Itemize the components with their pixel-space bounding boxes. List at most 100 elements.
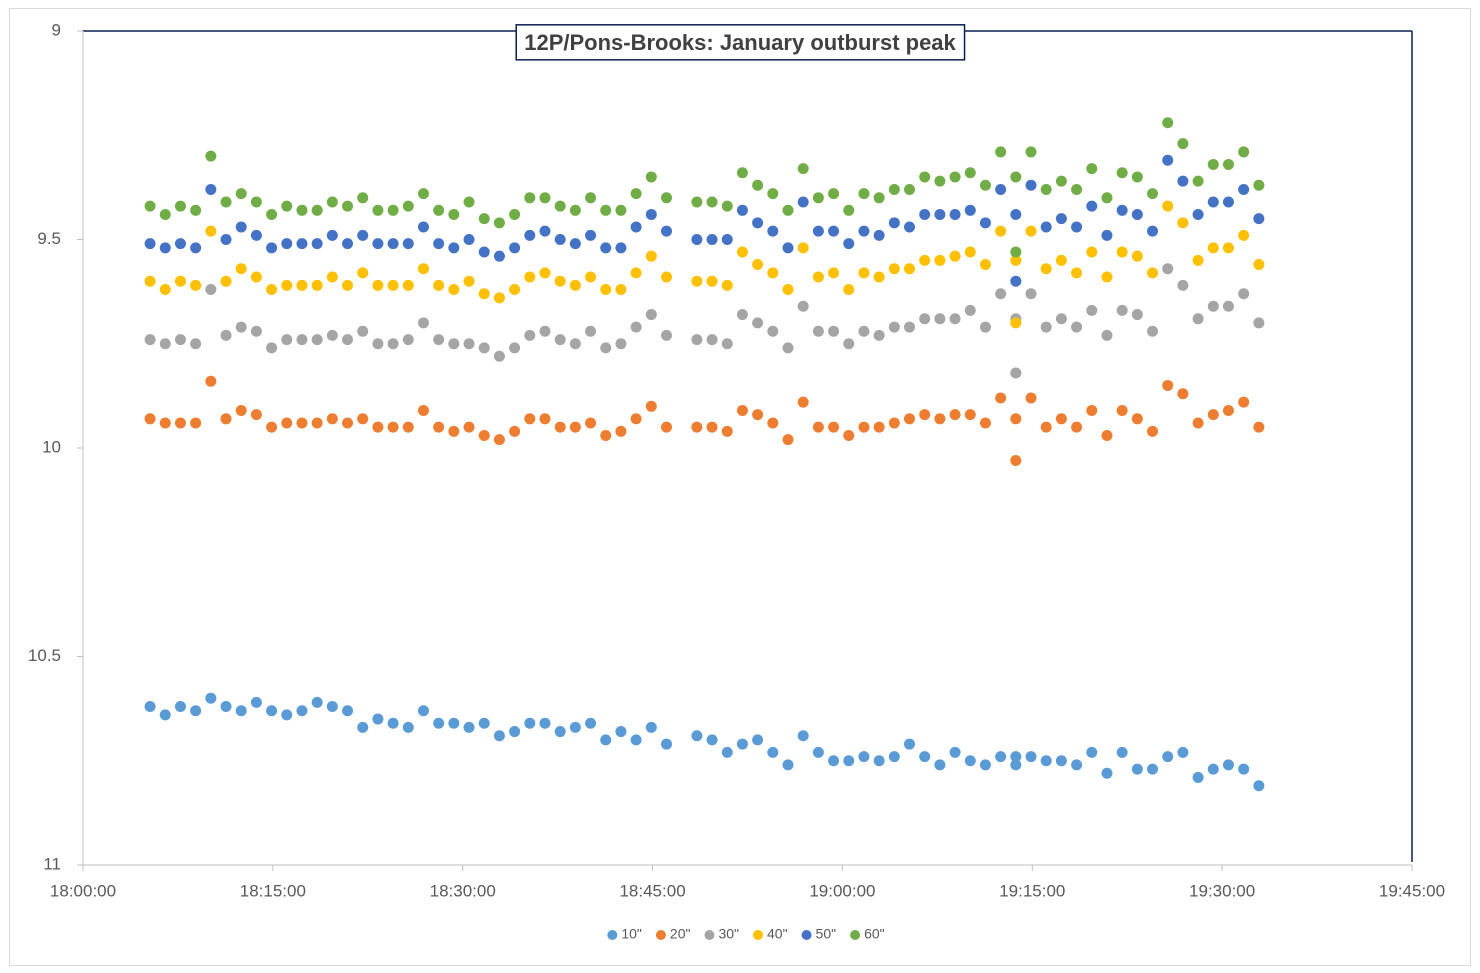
data-point	[828, 421, 840, 433]
data-point	[949, 250, 961, 262]
data-point	[1162, 200, 1174, 212]
data-point	[752, 734, 764, 746]
data-point	[1086, 746, 1098, 758]
data-point	[797, 396, 809, 408]
legend-label: 50"	[816, 926, 837, 942]
x-tick-label: 18:45:00	[619, 881, 685, 900]
data-point	[357, 192, 369, 204]
data-point	[858, 421, 870, 433]
data-point	[1192, 175, 1204, 187]
data-point	[828, 325, 840, 337]
data-point	[843, 238, 855, 250]
data-point	[1040, 263, 1052, 275]
data-point	[919, 171, 931, 183]
data-point	[281, 238, 293, 250]
data-point	[509, 284, 521, 296]
data-point	[600, 734, 612, 746]
data-point	[509, 726, 521, 738]
data-point	[1192, 771, 1204, 783]
data-point	[721, 746, 733, 758]
data-point	[736, 404, 748, 416]
data-point	[1040, 755, 1052, 767]
data-point	[706, 196, 718, 208]
data-point	[1192, 313, 1204, 325]
x-tick-label: 18:00:00	[50, 881, 116, 900]
x-tick-label: 19:15:00	[999, 881, 1065, 900]
data-point	[144, 334, 156, 346]
data-point	[995, 146, 1007, 158]
data-point	[873, 192, 885, 204]
data-point	[1253, 421, 1265, 433]
data-point	[1010, 254, 1022, 266]
data-point	[904, 221, 916, 233]
data-point	[904, 738, 916, 750]
data-point	[1177, 138, 1189, 150]
data-point	[311, 334, 323, 346]
data-point	[600, 284, 612, 296]
data-point	[235, 188, 247, 200]
legend-item: 30"	[704, 926, 739, 942]
data-point	[1207, 158, 1219, 170]
data-point	[372, 204, 384, 216]
data-point	[797, 163, 809, 175]
data-point	[1010, 246, 1022, 258]
data-point	[828, 755, 840, 767]
data-point	[1147, 188, 1159, 200]
data-point	[463, 196, 475, 208]
data-point	[524, 192, 536, 204]
data-point	[828, 188, 840, 200]
data-point	[964, 167, 976, 179]
data-point	[904, 183, 916, 195]
data-point	[1222, 158, 1234, 170]
data-point	[843, 204, 855, 216]
data-point	[873, 271, 885, 283]
legend-label: 10"	[621, 926, 642, 942]
data-point	[1207, 300, 1219, 312]
data-point	[995, 183, 1007, 195]
data-point	[387, 717, 399, 729]
data-point	[205, 225, 217, 237]
data-point	[1147, 425, 1159, 437]
data-point	[554, 200, 566, 212]
data-point	[630, 221, 642, 233]
data-point	[1116, 167, 1128, 179]
data-point	[250, 409, 262, 421]
data-point	[1010, 455, 1022, 467]
data-point	[691, 234, 703, 245]
legend-label: 20"	[670, 926, 691, 942]
data-point	[250, 229, 262, 241]
data-point	[235, 221, 247, 233]
data-point	[1238, 183, 1250, 195]
data-point	[1253, 780, 1265, 792]
data-point	[250, 271, 262, 283]
data-point	[205, 375, 217, 387]
x-tick-label: 19:45:00	[1379, 881, 1445, 900]
data-point	[585, 192, 597, 204]
data-point	[1192, 417, 1204, 429]
data-point	[1222, 242, 1234, 254]
data-point	[539, 325, 551, 337]
data-point	[190, 242, 202, 254]
data-point	[1116, 746, 1128, 758]
legend-label: 30"	[718, 926, 739, 942]
data-point	[615, 242, 627, 254]
data-point	[995, 751, 1007, 763]
data-point	[706, 275, 718, 287]
data-point	[660, 329, 672, 341]
legend-marker	[753, 930, 763, 940]
data-point	[1010, 413, 1022, 425]
data-point	[569, 279, 581, 291]
data-point	[372, 421, 384, 433]
x-tick-label: 19:30:00	[1189, 881, 1255, 900]
data-point	[357, 721, 369, 733]
data-point	[1010, 759, 1022, 771]
data-point	[979, 417, 991, 429]
data-point	[630, 267, 642, 279]
data-point	[888, 217, 900, 229]
data-point	[1222, 196, 1234, 208]
data-point	[995, 225, 1007, 237]
data-point	[934, 208, 946, 220]
data-point	[1025, 225, 1037, 237]
data-point	[600, 204, 612, 216]
